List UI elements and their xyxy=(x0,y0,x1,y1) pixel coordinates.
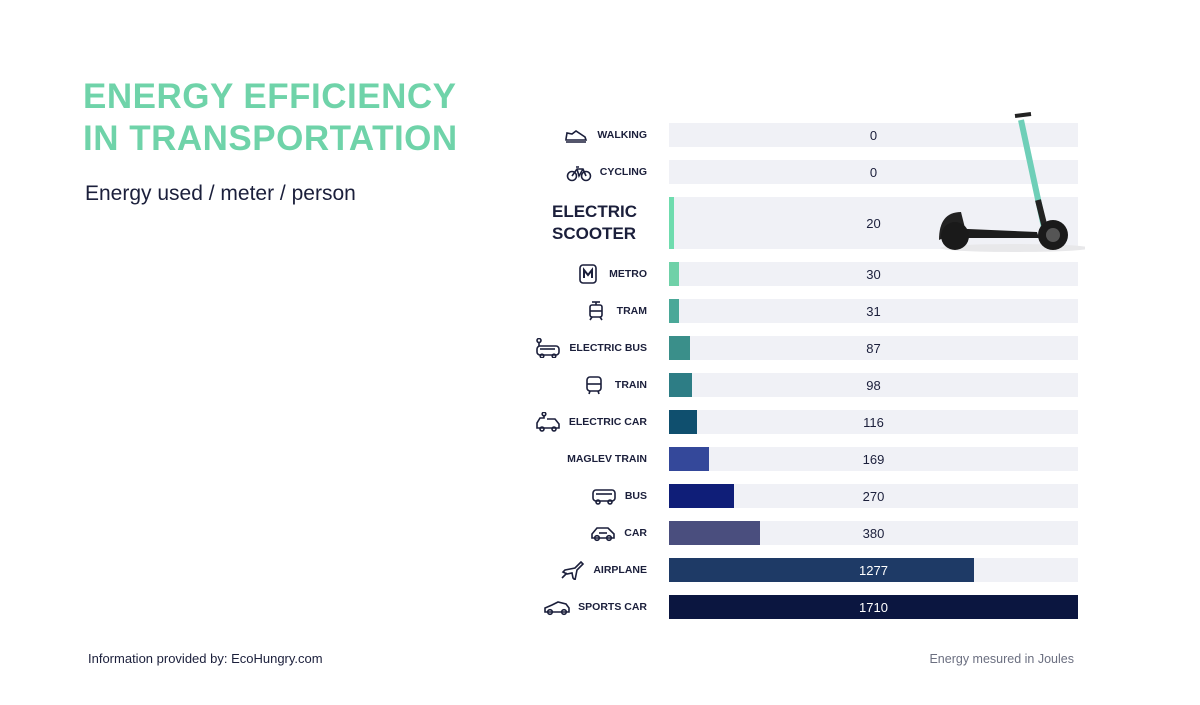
train-icon xyxy=(586,376,602,395)
category-text: ELECTRIC CAR xyxy=(568,416,647,428)
category-text: CAR xyxy=(624,527,647,539)
bar-row-tram: TRAM 31 xyxy=(520,299,1080,323)
bar-track: 270 xyxy=(669,484,1078,508)
data-label: 169 xyxy=(862,451,885,467)
electric-car-icon xyxy=(536,412,560,432)
bar-track: 30 xyxy=(669,262,1078,286)
bar-track: 0 xyxy=(669,123,1078,147)
bus-icon xyxy=(592,489,616,505)
data-label: 1710 xyxy=(859,599,888,615)
category-text: MAGLEV TRAIN xyxy=(567,453,647,465)
category-label: ELECTRIC SCOOTER xyxy=(552,197,647,249)
bar-row-walking: WALKING 0 xyxy=(520,123,1080,147)
bar-row-bus: BUS 270 xyxy=(520,484,1080,508)
bar-row-cycling: CYCLING 0 xyxy=(520,160,1080,184)
category-text: BUS xyxy=(624,490,647,502)
category-label: BUS xyxy=(591,484,647,508)
category-label: ELECTRIC CAR xyxy=(535,410,647,434)
bar xyxy=(669,447,710,471)
category-text: TRAIN xyxy=(614,379,647,391)
bar-track: 1277 xyxy=(669,558,1078,582)
page-title: ENERGY EFFICIENCY IN TRANSPORTATION xyxy=(83,76,458,160)
data-label: 270 xyxy=(862,488,885,504)
data-label: 31 xyxy=(866,303,881,319)
bar xyxy=(669,410,697,434)
data-label: 87 xyxy=(866,340,881,356)
category-text: TRAM xyxy=(616,305,647,317)
category-label: SPORTS CAR xyxy=(544,595,647,619)
category-text: ELECTRIC SCOOTER xyxy=(552,202,637,243)
bar-track: 87 xyxy=(669,336,1078,360)
unit-note: Energy mesured in Joules xyxy=(929,652,1074,666)
bar-track: 116 xyxy=(669,410,1078,434)
category-text: WALKING xyxy=(597,129,647,141)
bar-row-train: TRAIN 98 xyxy=(520,373,1080,397)
bar-track: 20 xyxy=(669,197,1078,249)
bar-row-metro: METRO 30 xyxy=(520,262,1080,286)
bar xyxy=(669,262,679,286)
category-label: CYCLING xyxy=(566,160,647,184)
bar-track: 31 xyxy=(669,299,1078,323)
category-label: ELECTRIC BUS xyxy=(535,336,647,360)
category-text: AIRPLANE xyxy=(593,564,647,576)
category-label: METRO xyxy=(575,262,647,286)
data-label: 0 xyxy=(869,127,878,143)
category-label: TRAIN xyxy=(581,373,647,397)
subtitle: Energy used / meter / person xyxy=(85,182,356,205)
bar xyxy=(669,521,760,545)
data-label: 20 xyxy=(866,215,881,231)
bar-row-maglev-train: MAGLEV TRAIN 169 xyxy=(520,447,1080,471)
data-label: 1277 xyxy=(859,562,888,578)
bar-row-electric-bus: ELECTRIC BUS 87 xyxy=(520,336,1080,360)
bar xyxy=(669,558,975,582)
bar xyxy=(669,484,734,508)
bar-row-car: CAR 380 xyxy=(520,521,1080,545)
data-label: 98 xyxy=(866,377,881,393)
electric-bus-icon xyxy=(536,338,561,358)
category-label: WALKING xyxy=(563,123,647,147)
bar xyxy=(669,373,693,397)
bar xyxy=(669,595,1078,619)
data-label: 30 xyxy=(866,266,881,282)
shoe-icon xyxy=(565,130,588,143)
tram-icon xyxy=(588,301,603,321)
category-label: TRAM xyxy=(583,299,647,323)
bar-track: 1710 xyxy=(669,595,1078,619)
bar-row-electric-car: ELECTRIC CAR 116 xyxy=(520,410,1080,434)
data-label: 0 xyxy=(869,164,878,180)
sports-car-icon xyxy=(544,601,570,616)
bar xyxy=(669,299,679,323)
category-text: SPORTS CAR xyxy=(578,601,647,613)
bar xyxy=(669,336,690,360)
data-label: 380 xyxy=(862,525,885,541)
bicycle-icon xyxy=(566,166,592,182)
category-label: MAGLEV TRAIN xyxy=(567,447,647,471)
bar-row-sports-car: SPORTS CAR 1710 xyxy=(520,595,1080,619)
metro-icon xyxy=(579,264,597,284)
data-label: 116 xyxy=(863,414,884,430)
electric-scooter-image xyxy=(939,112,1085,252)
category-label: CAR xyxy=(590,521,647,545)
bar xyxy=(669,197,674,249)
category-text: CYCLING xyxy=(599,166,647,178)
bar-track: 98 xyxy=(669,373,1078,397)
category-label: AIRPLANE xyxy=(559,558,647,582)
airplane-icon xyxy=(561,560,585,580)
bar-track: 0 xyxy=(669,160,1078,184)
category-text: ELECTRIC BUS xyxy=(569,342,647,354)
bar-row-airplane: AIRPLANE 1277 xyxy=(520,558,1080,582)
title-line-2: IN TRANSPORTATION xyxy=(83,119,458,158)
bar-track: 169 xyxy=(669,447,1078,471)
bar-row-electric-scooter: ELECTRIC SCOOTER 20 xyxy=(520,197,1080,249)
car-icon xyxy=(591,527,616,542)
title-line-1: ENERGY EFFICIENCY xyxy=(83,77,457,116)
category-text: METRO xyxy=(609,268,647,280)
bar-track: 380 xyxy=(669,521,1078,545)
source-note: Information provided by: EcoHungry.com xyxy=(88,651,323,666)
